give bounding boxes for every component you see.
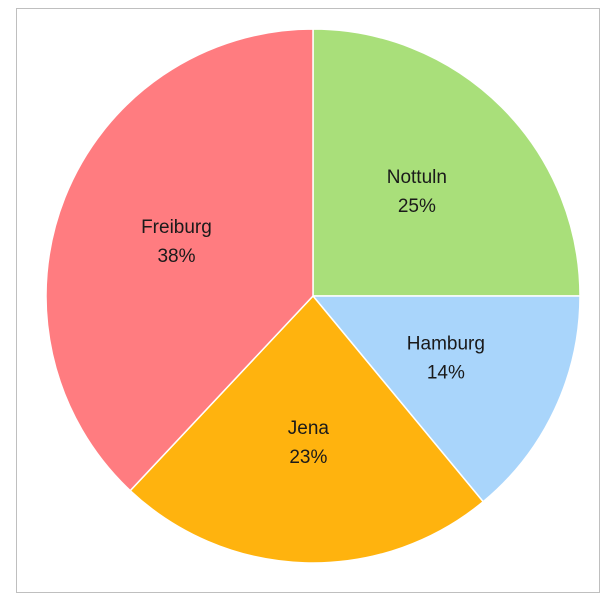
pie-slice xyxy=(129,294,485,564)
slice-value-label: 23% xyxy=(289,447,327,468)
pie-slice xyxy=(312,28,581,297)
slice-value-label: 14% xyxy=(427,363,465,384)
slice-value-label: 38% xyxy=(157,246,195,267)
slice-value-label: 25% xyxy=(398,196,436,217)
pie-slice xyxy=(311,295,581,503)
slice-label: Nottuln xyxy=(387,167,447,188)
slice-label: Freiburg xyxy=(141,217,212,238)
slice-label: Jena xyxy=(288,418,330,439)
pie-slice xyxy=(45,28,314,492)
slice-label: Hamburg xyxy=(407,334,485,355)
